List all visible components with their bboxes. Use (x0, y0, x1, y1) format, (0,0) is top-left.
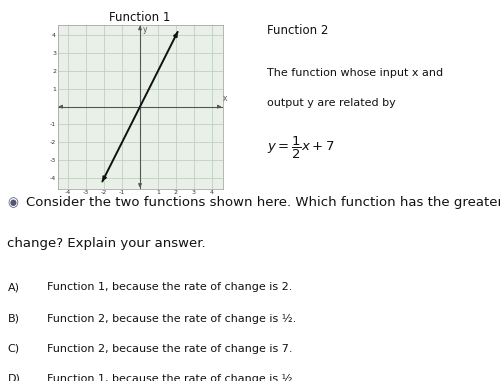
Text: change? Explain your answer.: change? Explain your answer. (8, 237, 206, 250)
Title: Function 1: Function 1 (110, 11, 170, 24)
Text: ◉: ◉ (8, 196, 18, 209)
Text: Function 2, because the rate of change is 7.: Function 2, because the rate of change i… (46, 344, 292, 354)
Text: output y are related by: output y are related by (267, 98, 396, 108)
Text: $y = \dfrac{1}{2}x + 7$: $y = \dfrac{1}{2}x + 7$ (267, 135, 335, 161)
Text: B): B) (8, 314, 20, 324)
Text: Function 2, because the rate of change is ½.: Function 2, because the rate of change i… (46, 314, 296, 324)
Text: x: x (222, 94, 227, 103)
Text: D): D) (8, 373, 20, 381)
Text: Function 2: Function 2 (267, 24, 328, 37)
Text: The function whose input x and: The function whose input x and (267, 68, 443, 78)
Text: A): A) (8, 282, 20, 292)
Text: Function 1, because the rate of change is 2.: Function 1, because the rate of change i… (46, 282, 292, 292)
Text: Consider the two functions shown here. Which function has the greater rate of: Consider the two functions shown here. W… (26, 196, 500, 209)
Text: y: y (142, 25, 147, 34)
Text: Function 1, because the rate of change is ½.: Function 1, because the rate of change i… (46, 373, 296, 381)
Text: C): C) (8, 344, 20, 354)
